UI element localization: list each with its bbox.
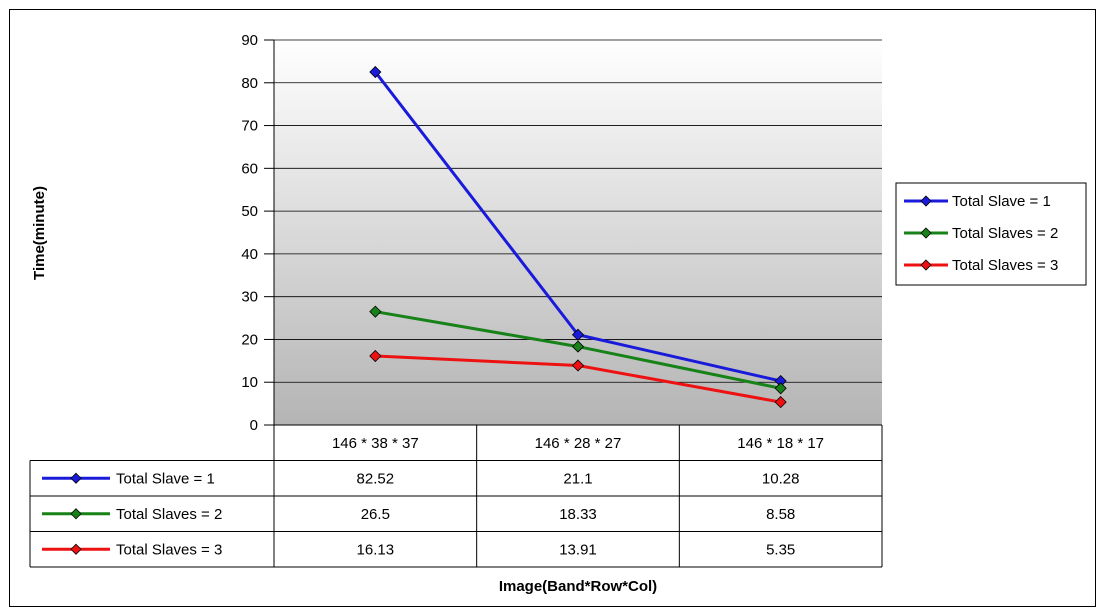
y-tick-label: 70 — [241, 118, 258, 135]
legend-label: Total Slave = 1 — [952, 193, 1051, 210]
data-label: 16.13 — [357, 541, 395, 558]
data-label: 5.35 — [766, 541, 795, 558]
data-point — [369, 65, 382, 79]
x-tick-label: 146 * 28 * 27 — [535, 435, 622, 452]
data-point — [774, 382, 787, 395]
legend-marker — [920, 227, 932, 239]
legend-marker — [920, 195, 932, 207]
data-label: 18.33 — [559, 506, 597, 523]
data-point — [571, 359, 585, 372]
table-legend-marker — [70, 472, 82, 484]
data-point — [571, 328, 585, 341]
legend-marker — [920, 259, 932, 271]
data-point — [571, 340, 585, 353]
data-label: 21.1 — [563, 470, 592, 487]
y-tick-label: 80 — [241, 75, 258, 92]
y-axis-title: Time(minute) — [31, 186, 48, 280]
y-tick-label: 40 — [241, 246, 258, 263]
legend-label: Total Slaves = 2 — [952, 225, 1058, 242]
data-label: 13.91 — [559, 541, 597, 558]
x-axis-title: Image(Band*Row*Col) — [499, 578, 657, 595]
y-tick-label: 20 — [241, 331, 258, 348]
data-point — [774, 396, 787, 409]
table-row-label: Total Slave = 1 — [116, 470, 215, 487]
data-point — [369, 305, 382, 318]
legend-label: Total Slaves = 3 — [952, 257, 1058, 274]
y-tick-label: 60 — [241, 160, 258, 177]
table-legend-marker — [70, 543, 82, 555]
table-row-label: Total Slaves = 3 — [116, 541, 222, 558]
y-tick-label: 50 — [241, 203, 258, 220]
table-row-label: Total Slaves = 2 — [116, 506, 222, 523]
data-point — [369, 349, 382, 363]
y-tick-label: 90 — [241, 32, 258, 49]
x-tick-label: 146 * 18 * 17 — [737, 435, 824, 452]
x-tick-label: 146 * 38 * 37 — [332, 435, 419, 452]
data-label: 8.58 — [766, 506, 795, 523]
data-label: 10.28 — [762, 470, 800, 487]
y-tick-label: 30 — [241, 289, 258, 306]
data-label: 82.52 — [357, 470, 395, 487]
table-legend-marker — [70, 508, 82, 520]
y-tick-label: 0 — [250, 417, 258, 434]
y-tick-label: 10 — [241, 374, 258, 391]
data-label: 26.5 — [361, 506, 390, 523]
